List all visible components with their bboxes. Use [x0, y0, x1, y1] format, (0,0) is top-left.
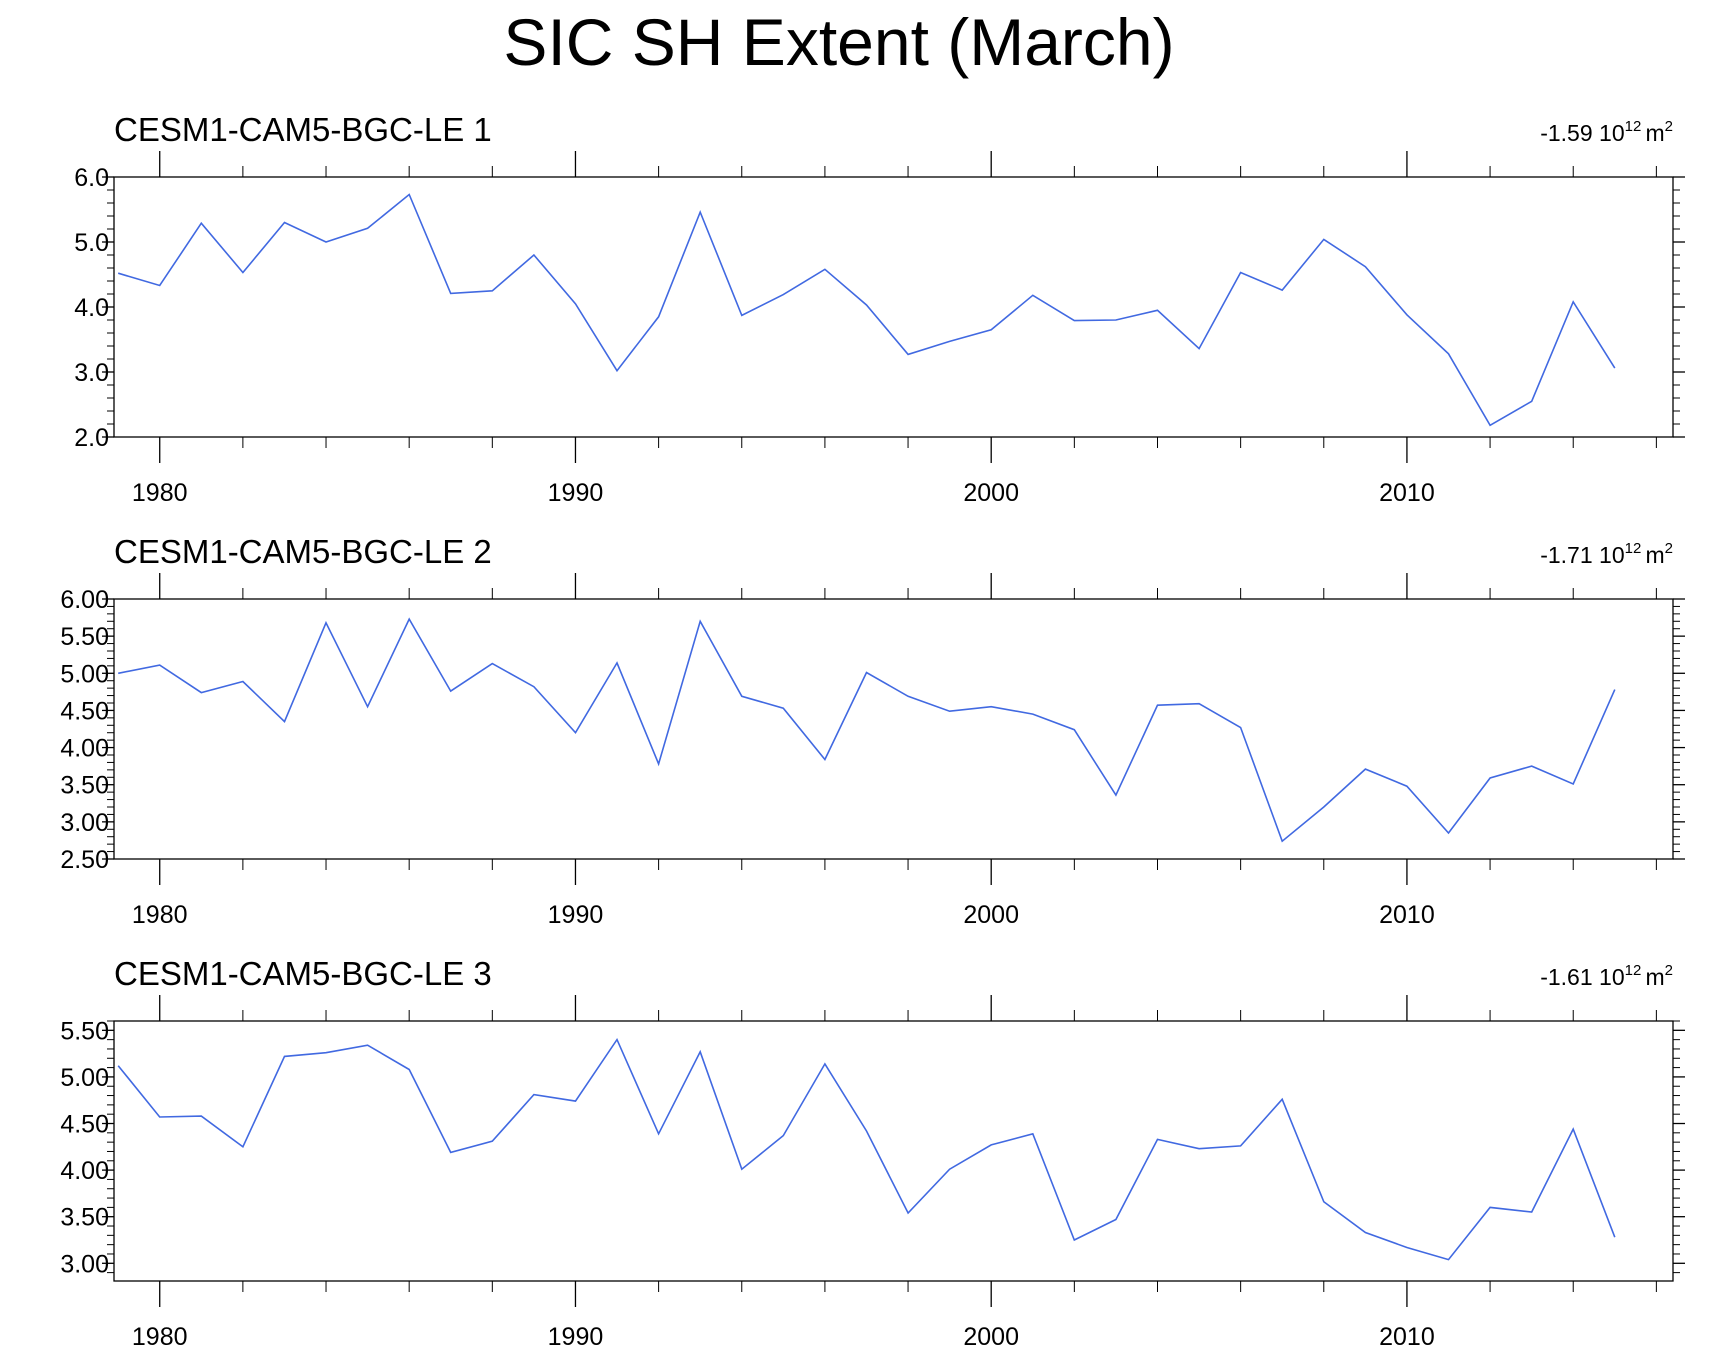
y-tick-label: 3.00 [60, 1250, 109, 1278]
trend-base: 10 [1599, 964, 1625, 990]
y-tick-label: 4.00 [60, 1157, 109, 1185]
y-tick-label: 4.50 [60, 1111, 109, 1139]
x-tick-label: 1990 [548, 479, 604, 507]
panel-3: CESM1-CAM5-BGC-LE 3 -1.61 1012 m2 3.00 3.50… [60, 955, 1685, 1351]
x-tick-label: 1990 [548, 901, 604, 929]
x-tick-label: 1980 [132, 1323, 188, 1351]
x-tick-label: 1980 [132, 479, 188, 507]
y-tick-label: 4.0 [74, 294, 109, 322]
y-tick-label: 3.0 [74, 359, 109, 387]
y-tick-label: 6.00 [60, 586, 109, 614]
panel-title: CESM1-CAM5-BGC-LE 2 [114, 533, 492, 570]
plot-frame [113, 598, 1674, 860]
trend-value: -1.71 [1540, 542, 1599, 568]
trend-unit-exp: 2 [1665, 540, 1673, 557]
trend-unit-exp: 2 [1665, 962, 1673, 979]
trend-exp: 12 [1625, 540, 1646, 557]
trend-unit-exp: 2 [1665, 118, 1673, 135]
trend-value: -1.61 [1540, 964, 1599, 990]
x-tick-label: 1980 [132, 901, 188, 929]
trend-base: 10 [1599, 542, 1625, 568]
panel-title: CESM1-CAM5-BGC-LE 3 [114, 955, 492, 992]
y-tick-label: 6.0 [74, 164, 109, 192]
y-tick-label: 3.50 [60, 1204, 109, 1232]
x-tick-label: 1990 [548, 1323, 604, 1351]
y-tick-label: 5.50 [60, 623, 109, 651]
y-tick-label: 2.0 [74, 424, 109, 452]
x-tick-label: 2010 [1379, 901, 1435, 929]
y-tick-label: 5.00 [60, 1064, 109, 1092]
trend-annotation: -1.59 1012 m2 [1540, 118, 1673, 146]
trend-unit: m [1645, 964, 1664, 990]
trend-unit: m [1645, 542, 1664, 568]
y-tick-label: 2.50 [60, 846, 109, 874]
plot-frame [113, 1020, 1674, 1282]
y-tick-label: 5.00 [60, 660, 109, 688]
x-tick-label: 2010 [1379, 479, 1435, 507]
series-line [117, 193, 1616, 427]
x-tick-label: 2000 [963, 1323, 1019, 1351]
plot-frame [113, 176, 1674, 438]
series-line [117, 1037, 1616, 1261]
panel-title: CESM1-CAM5-BGC-LE 1 [114, 111, 492, 148]
y-tick-label: 3.00 [60, 809, 109, 837]
trend-exp: 12 [1625, 118, 1646, 135]
y-tick-label: 5.50 [60, 1017, 109, 1045]
x-tick-label: 2010 [1379, 1323, 1435, 1351]
series-line [118, 617, 1616, 843]
trend-base: 10 [1599, 120, 1625, 146]
y-tick-label: 4.50 [60, 697, 109, 725]
panel-2: CESM1-CAM5-BGC-LE 2 -1.71 1012 m2 2.50 3.00… [60, 533, 1685, 929]
panel-1: CESM1-CAM5-BGC-LE 1 -1.59 1012 m2 2.0 3.0 4.… [74, 111, 1685, 507]
x-tick-label: 2000 [963, 901, 1019, 929]
trend-unit: m [1645, 120, 1664, 146]
trend-annotation: -1.61 1012 m2 [1540, 962, 1673, 990]
x-tick-label: 2000 [963, 479, 1019, 507]
figure-title: SIC SH Extent (March) [503, 5, 1174, 79]
trend-annotation: -1.71 1012 m2 [1540, 540, 1673, 568]
y-tick-label: 3.50 [60, 772, 109, 800]
y-tick-label: 4.00 [60, 735, 109, 763]
y-tick-label: 5.0 [74, 229, 109, 257]
trend-value: -1.59 [1540, 120, 1599, 146]
trend-exp: 12 [1625, 962, 1646, 979]
